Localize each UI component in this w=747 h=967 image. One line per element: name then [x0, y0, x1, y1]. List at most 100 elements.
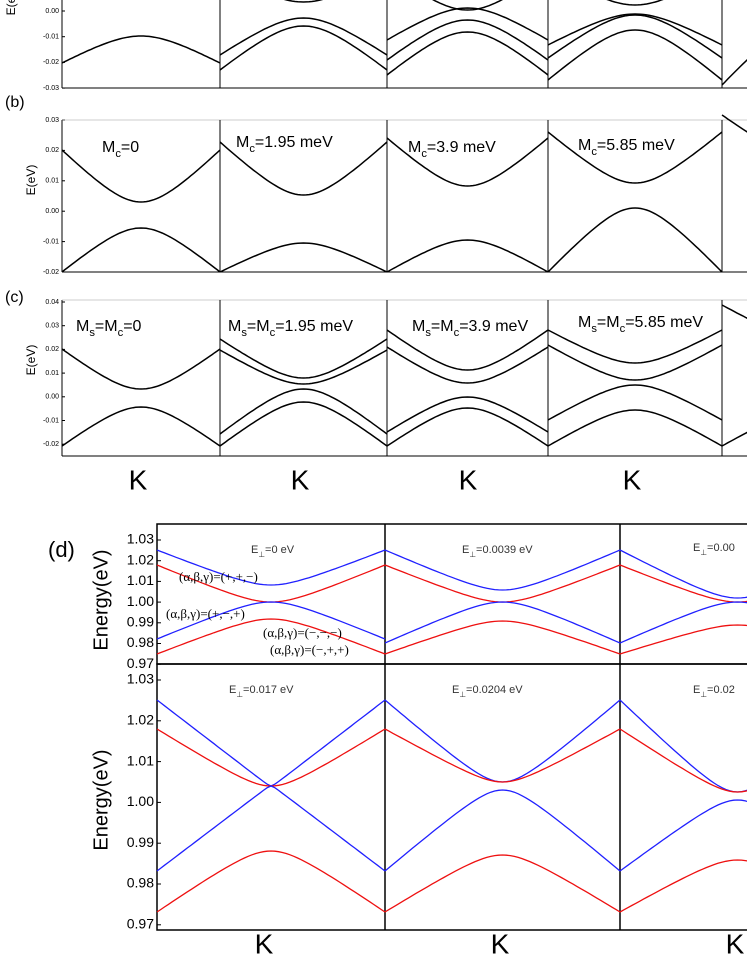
y-tick-label: 0.02	[45, 346, 59, 353]
y-tick-label: 1.00	[127, 593, 154, 609]
subscript: c	[270, 327, 276, 339]
y-tick-label: 1.01	[127, 572, 154, 588]
text-segment: =0.0204 eV	[466, 684, 523, 696]
panel-label: (b)	[5, 94, 25, 111]
text-segment: M	[228, 318, 241, 335]
panel-label: (c)	[5, 289, 24, 306]
y-tick-label: -0.01	[43, 238, 59, 245]
band-curve	[219, 25, 388, 71]
band-curve	[61, 227, 221, 273]
band-curve	[386, 31, 549, 76]
band-curve	[547, 207, 723, 273]
text-segment: M	[102, 139, 115, 156]
band-curve	[619, 549, 747, 599]
band-label: (α,β,γ)=(+,−,+)	[166, 606, 245, 621]
y-tick-label: 0.02	[45, 147, 59, 154]
y-tick-label: -0.02	[43, 59, 59, 66]
y-tick-label: 0.04	[45, 299, 59, 306]
band-curve	[156, 699, 386, 787]
y-tick-label: 0.98	[127, 634, 154, 650]
text-segment: E	[693, 684, 700, 696]
k-label: K	[726, 928, 745, 959]
band-curve	[547, 344, 723, 381]
y-tick-label: 0.00	[45, 208, 59, 215]
band-curve	[721, 431, 747, 447]
k-label: K	[129, 464, 148, 495]
y-tick-label: 0.99	[127, 614, 154, 630]
band-curve	[619, 564, 747, 603]
y-tick-label: 0.01	[45, 370, 59, 377]
text-segment: =3.9 meV	[459, 318, 528, 335]
text-segment: =M	[597, 314, 620, 331]
subscript: c	[115, 148, 121, 160]
band-curve	[386, 19, 549, 61]
text-segment: =0.0039 eV	[476, 544, 533, 556]
annotation: E⊥=0 eV	[251, 544, 295, 559]
annotation: Mc=0	[102, 139, 139, 160]
k-label: K	[291, 464, 310, 495]
band-curve	[384, 699, 621, 783]
annotation: Mc=3.9 meV	[408, 139, 496, 160]
text-segment: M	[408, 139, 421, 156]
text-segment: E	[452, 684, 459, 696]
band-curve	[386, 239, 549, 273]
annotation: E⊥=0.00	[693, 542, 735, 557]
text-segment: =3.9 meV	[427, 139, 496, 156]
text-segment: E	[229, 684, 236, 696]
annotation: Ms=Mc=5.85 meV	[578, 314, 703, 335]
text-segment: =0.017 eV	[243, 684, 294, 696]
annotation: Mc=5.85 meV	[578, 137, 675, 158]
text-segment: E	[693, 542, 700, 554]
subscript: ⊥	[459, 690, 466, 699]
annotation: Ms=Mc=0	[76, 318, 142, 339]
band-curve	[384, 854, 621, 913]
y-tick-label: 0.00	[45, 8, 59, 15]
y-tick-label: 1.02	[127, 551, 154, 567]
text-segment: M	[76, 318, 89, 335]
annotation: Mc=1.95 meV	[236, 134, 333, 155]
y-tick-label: -0.02	[43, 441, 59, 448]
subscript: c	[249, 143, 255, 155]
band-curve	[721, 59, 747, 86]
subscript: c	[620, 323, 626, 335]
band-curve	[606, 0, 664, 6]
text-segment: M	[578, 314, 591, 331]
y-tick-label: 0.00	[45, 394, 59, 401]
band-curve	[384, 564, 621, 603]
text-segment: =0 eV	[265, 544, 295, 556]
band-curve	[721, 304, 747, 319]
band-label: (α,β,γ)=(−,−,−)	[263, 625, 342, 640]
y-tick-label: 1.02	[127, 712, 154, 728]
band-curve	[547, 13, 723, 46]
annotation: E⊥=0.0039 eV	[462, 544, 533, 559]
subscript: ⊥	[469, 550, 476, 559]
band-curve	[547, 384, 723, 421]
band-curve	[386, 329, 549, 371]
text-segment: M	[412, 318, 425, 335]
y-tick-label: 0.99	[127, 834, 154, 850]
text-segment: =M	[431, 318, 454, 335]
band-curve	[547, 329, 723, 364]
subscript: s	[89, 327, 95, 339]
band-curve	[386, 137, 549, 187]
band-curve	[219, 242, 388, 273]
text-segment: =M	[247, 318, 270, 335]
subscript: c	[118, 327, 124, 339]
text-segment: =0	[123, 318, 141, 335]
band-curve	[619, 699, 747, 793]
band-curve	[721, 114, 747, 133]
y-tick-label: 1.01	[127, 752, 154, 768]
y-tick-label: -0.03	[43, 85, 59, 92]
text-segment: =0	[121, 139, 139, 156]
band-curve	[619, 601, 747, 644]
subscript: ⊥	[258, 550, 265, 559]
y-tick-label: 0.01	[45, 178, 59, 185]
band-curve	[61, 35, 221, 64]
subscript: s	[591, 323, 597, 335]
y-tick-label: 0.97	[127, 916, 154, 932]
band-curve	[156, 601, 386, 640]
band-curve	[219, 401, 388, 447]
text-segment: =0.00	[707, 542, 735, 554]
band-curve	[219, 349, 388, 385]
plot-frame	[156, 523, 747, 665]
